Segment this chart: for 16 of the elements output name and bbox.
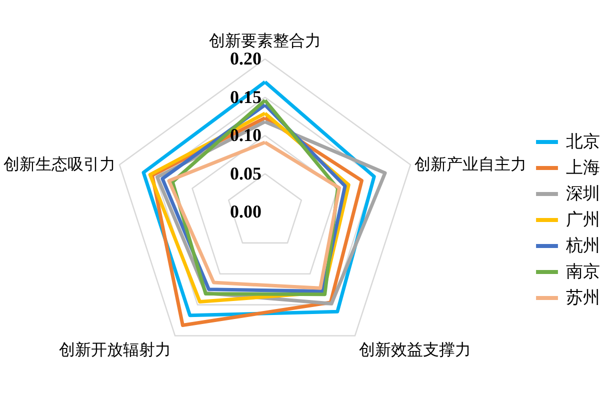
legend-label: 广州: [566, 210, 600, 230]
legend-label: 南京: [566, 262, 600, 282]
legend-label: 北京: [566, 132, 600, 152]
legend-label: 杭州: [565, 236, 600, 256]
spoke-label: 创新要素整合力: [209, 31, 321, 50]
spoke-label: 创新开放辐射力: [59, 340, 172, 359]
legend-label: 苏州: [566, 288, 600, 308]
y-tick-label: 0.00: [230, 202, 262, 222]
spoke-label: 创新生态吸引力: [3, 154, 116, 174]
spoke-label: 创新效益支撑力: [358, 340, 471, 359]
legend-label: 上海: [566, 158, 600, 178]
spoke-label: 创新产业自主力: [414, 154, 527, 174]
y-tick-label: 0.10: [230, 125, 262, 145]
y-tick-label: 0.20: [230, 48, 262, 68]
legend-label: 深圳: [566, 184, 600, 204]
y-tick-label: 0.05: [230, 163, 262, 184]
